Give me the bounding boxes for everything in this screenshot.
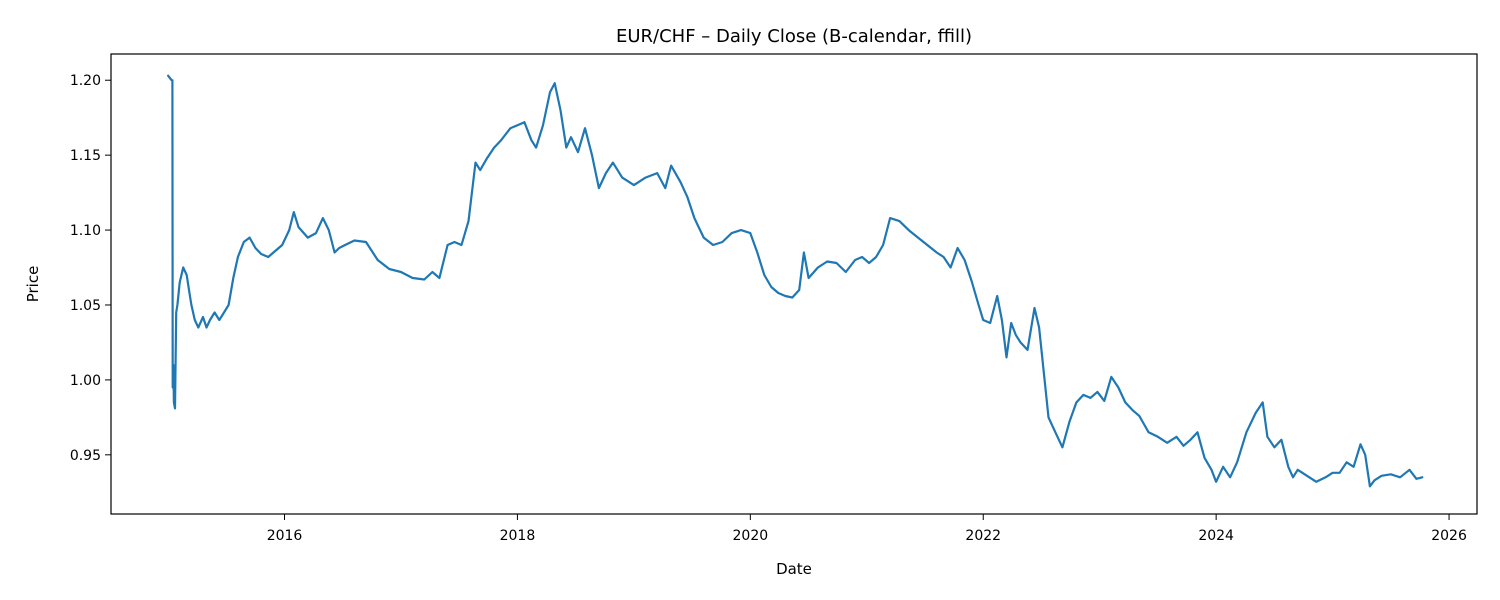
x-tick-label: 2018 (500, 528, 536, 544)
plot-frame (110, 53, 1478, 515)
y-axis-label: Price (24, 266, 42, 303)
y-tick-label: 1.05 (70, 298, 101, 314)
x-tick-label: 2016 (267, 528, 303, 544)
x-tick-label: 2026 (1431, 528, 1467, 544)
y-tick-label: 1.20 (70, 73, 101, 89)
x-axis: 2016 2018 2020 2022 2024 2026 (267, 514, 1467, 544)
y-tick-label: 1.15 (70, 148, 101, 164)
y-tick-label: 1.00 (70, 373, 101, 389)
x-axis-label: Date (776, 560, 812, 578)
x-tick-label: 2022 (965, 528, 1001, 544)
chart-title: EUR/CHF – Daily Close (B-calendar, ffill… (616, 26, 972, 47)
eur-chf-price-line (167, 74, 1424, 488)
x-tick-label: 2024 (1198, 528, 1234, 544)
y-tick-label: 1.10 (70, 223, 101, 239)
y-tick-label: 0.95 (70, 448, 101, 464)
x-tick-label: 2020 (733, 528, 769, 544)
y-axis: 0.95 1.00 1.05 1.10 1.15 1.20 (70, 73, 111, 464)
